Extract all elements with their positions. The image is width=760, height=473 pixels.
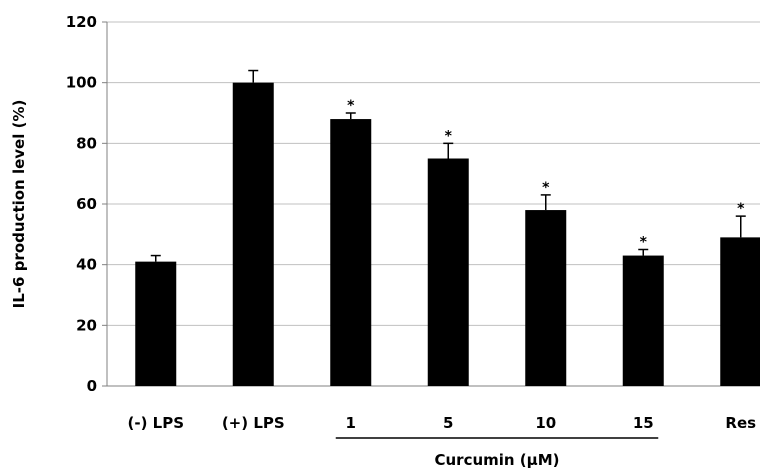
significance-marks: * * * * * <box>347 98 745 251</box>
x-tick-label-6: Res <box>725 414 756 432</box>
significance-mark-6: * <box>737 201 745 217</box>
x-tick-label-5: 15 <box>633 414 654 432</box>
y-tick-label: 20 <box>76 316 97 334</box>
x-tick-label-1: (+) LPS <box>222 414 285 432</box>
x-tick-label-3: 5 <box>443 414 453 432</box>
significance-mark-3: * <box>445 128 453 144</box>
x-tick-labels: (-) LPS (+) LPS 1 5 10 15 Res <box>127 414 756 432</box>
significance-mark-2: * <box>347 98 355 114</box>
y-tick-labels: 0 20 40 60 80 100 120 <box>66 13 97 395</box>
y-tick-label: 40 <box>76 256 97 274</box>
y-tick-label: 0 <box>87 377 97 395</box>
significance-mark-4: * <box>542 180 550 196</box>
bar-6 <box>720 237 760 386</box>
x-tick-label-2: 1 <box>346 414 356 432</box>
y-tick-label: 120 <box>66 13 97 31</box>
group-label: Curcumin (μM) <box>434 451 559 469</box>
bar-2 <box>330 119 372 387</box>
y-tick-label: 100 <box>66 74 97 92</box>
bar-3 <box>427 158 469 386</box>
y-axis-title: IL-6 production level (%) <box>10 100 28 309</box>
significance-mark-5: * <box>640 235 648 251</box>
group-annotation: Curcumin (μM) <box>335 437 659 469</box>
bar-5 <box>622 255 664 386</box>
y-tick-label: 60 <box>76 195 97 213</box>
x-tick-label-0: (-) LPS <box>127 414 184 432</box>
y-tick-label: 80 <box>76 134 97 152</box>
bars <box>135 82 760 387</box>
bar-1 <box>232 82 274 387</box>
x-tick-label-4: 10 <box>535 414 556 432</box>
bar-4 <box>525 210 567 386</box>
bar-0 <box>135 261 177 386</box>
error-bars <box>150 69 746 262</box>
